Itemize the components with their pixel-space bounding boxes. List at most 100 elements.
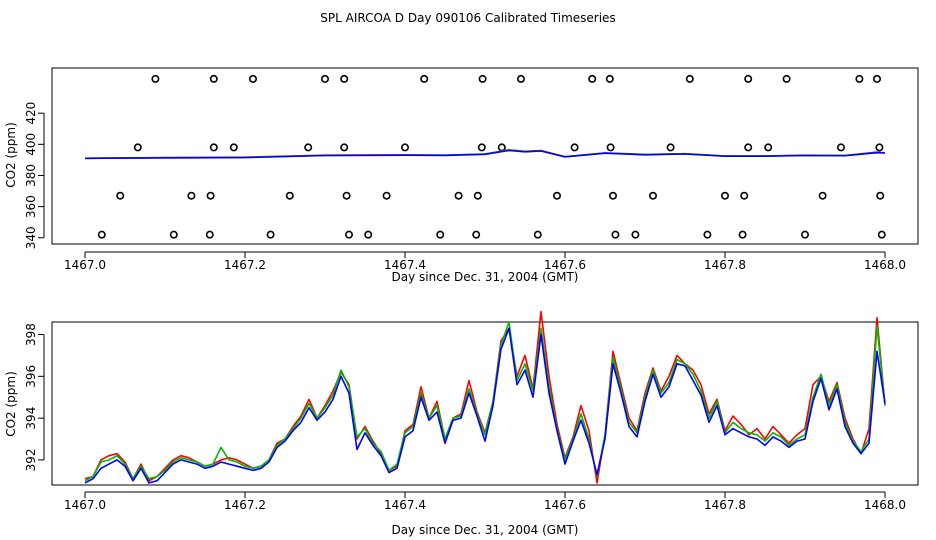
data-point-marker [454,191,463,200]
x-tick-label: 1467.0 [64,498,106,512]
data-point-marker [382,191,391,200]
data-point-marker [249,74,258,83]
series-line-3 [84,149,886,160]
data-point-marker [666,143,675,152]
data-point-marker [473,191,482,200]
marker-layer-top [97,74,886,239]
x-tick-label: 1467.2 [224,258,266,272]
data-point-marker [533,230,542,239]
y-tick-label: 394 [24,407,38,430]
data-point-marker [304,143,313,152]
data-point-marker [685,74,694,83]
series-layer-top [84,149,886,160]
data-point-marker [187,191,196,200]
data-point-marker [320,74,329,83]
y-tick-label: 380 [24,164,38,187]
x-axis-bottom: 1467.0 1467.2 1467.4 1467.6 1467.8 1468.0 [64,491,906,512]
data-point-marker [342,191,351,200]
data-point-marker [133,143,142,152]
x-tick-label: 1467.4 [384,498,426,512]
y-tick-label: 396 [24,365,38,388]
data-point-marker [266,230,275,239]
data-point-marker [205,230,214,239]
plot-frame-bottom [51,321,919,486]
data-point-marker [744,143,753,152]
data-point-marker [169,230,178,239]
data-point-marker [744,74,753,83]
x-axis-top: 1467.0 1467.2 1467.4 1467.6 1467.8 1468.0 [64,251,906,272]
y-tick-label: 360 [24,195,38,218]
y-tick-label: 340 [24,226,38,249]
data-point-marker [400,143,409,152]
data-point-marker [285,191,294,200]
data-point-marker [855,74,864,83]
y-tick-label: 420 [24,102,38,125]
data-point-marker [570,143,579,152]
x-tick-label: 1467.0 [64,258,106,272]
data-point-marker [836,143,845,152]
data-point-marker [631,230,640,239]
chart-title: SPL AIRCOA D Day 090106 Calibrated Times… [320,11,615,25]
data-point-marker [720,191,729,200]
data-point-marker [516,74,525,83]
data-point-marker [340,74,349,83]
data-point-marker [740,191,749,200]
series-layer-bottom [84,310,886,484]
data-point-marker [876,191,885,200]
data-point-marker [606,143,615,152]
x-tick-label: 1467.6 [544,258,586,272]
data-point-marker [648,191,657,200]
data-point-marker [782,74,791,83]
data-point-marker [611,230,620,239]
data-point-marker [877,230,886,239]
data-point-marker [872,74,881,83]
data-point-marker [472,230,481,239]
x-axis-label-bottom: Day since Dec. 31, 2004 (GMT) [392,523,579,537]
y-tick-label: 398 [24,323,38,346]
y-axis-label-top: CO2 (ppm) [4,122,18,188]
x-tick-label: 1467.8 [704,498,746,512]
x-tick-label: 1467.4 [384,258,426,272]
plot-frame-top [51,67,919,245]
x-tick-label: 1467.2 [224,498,266,512]
data-point-marker [818,191,827,200]
data-point-marker [478,74,487,83]
data-point-marker [364,230,373,239]
y-tick-label: 400 [24,133,38,156]
series-line-1 [84,310,886,484]
data-point-marker [97,230,106,239]
data-point-marker [436,230,445,239]
data-point-marker [800,230,809,239]
y-axis-top: 340 360 380 400 420 [24,102,45,249]
x-tick-label: 1468.0 [864,498,906,512]
data-point-marker [497,143,506,152]
data-point-marker [608,191,617,200]
data-point-marker [703,230,712,239]
data-point-marker [206,191,215,200]
data-point-marker [229,143,238,152]
data-point-marker [344,230,353,239]
series-line-2 [84,321,886,482]
panel-top: 340 360 380 400 420 1467.0 1467.2 1467.4 1467.6… [4,67,919,284]
y-tick-label: 392 [24,448,38,471]
data-point-marker [764,143,773,152]
x-tick-label: 1467.8 [704,258,746,272]
data-point-marker [875,143,884,152]
data-point-marker [151,74,160,83]
y-axis-bottom: 392 394 396 398 [24,323,45,471]
x-axis-label-top: Day since Dec. 31, 2004 (GMT) [392,270,579,284]
data-point-marker [420,74,429,83]
x-tick-label: 1467.6 [544,498,586,512]
data-point-marker [209,143,218,152]
data-point-marker [552,191,561,200]
data-point-marker [738,230,747,239]
data-point-marker [477,143,486,152]
data-point-marker [605,74,614,83]
data-point-marker [340,143,349,152]
x-tick-label: 1468.0 [864,258,906,272]
data-point-marker [588,74,597,83]
series-line-3 [84,327,886,484]
data-point-marker [116,191,125,200]
